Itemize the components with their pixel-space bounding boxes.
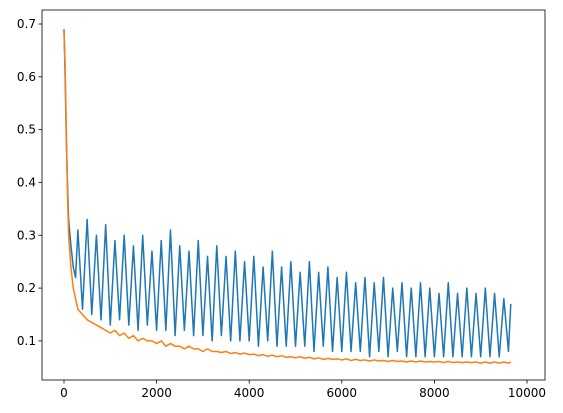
y-tick-label: 0.2: [17, 281, 36, 295]
x-tick-label: 4000: [234, 386, 265, 400]
y-tick-label: 0.4: [17, 175, 36, 189]
plot-area: [63, 29, 512, 364]
x-tick-label: 6000: [327, 386, 358, 400]
y-tick-label: 0.7: [17, 17, 36, 31]
x-tick-label: 10000: [508, 386, 546, 400]
y-tick-label: 0.3: [17, 228, 36, 242]
line-series: [63, 29, 512, 364]
x-tick-label: 8000: [419, 386, 450, 400]
y-tick-label: 0.1: [17, 334, 36, 348]
x-tick-label: 0: [60, 386, 68, 400]
axes-frame: [41, 9, 546, 381]
y-tick-label: 0.5: [17, 123, 36, 137]
x-tick-label: 2000: [141, 386, 172, 400]
line-series: [63, 29, 512, 358]
y-tick-label: 0.6: [17, 70, 36, 84]
